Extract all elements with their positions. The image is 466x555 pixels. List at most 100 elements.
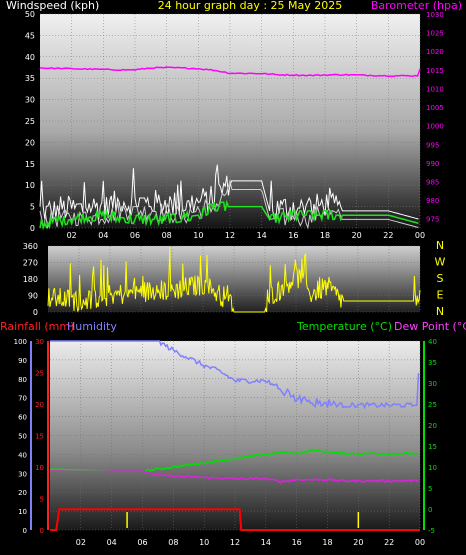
y-tick-label: 10	[25, 181, 35, 190]
humidity-tick-label: 50	[18, 433, 27, 441]
x-tick-label: 08	[168, 538, 178, 547]
temperature-tick-label: 30	[428, 380, 437, 388]
x-tick-label: 00	[415, 538, 425, 547]
humidity-tick-label: 100	[14, 338, 27, 346]
compass-label: N	[436, 305, 444, 318]
wind-direction-line	[47, 246, 421, 313]
wind-gust-line	[39, 164, 419, 220]
temperature-tick-label: -5	[428, 527, 435, 535]
rainfall-line	[50, 508, 420, 531]
wind-speed-line	[39, 178, 419, 230]
rainfall-tick-label: 0	[40, 527, 44, 535]
x-tick-label: 12	[230, 538, 240, 547]
barometer-tick-label: 1015	[426, 67, 444, 75]
humidity-tick-label: 60	[18, 414, 27, 422]
y-tick-label: 40	[25, 53, 35, 62]
barometer-label: Barometer (hpa)	[371, 0, 462, 12]
y-tick-label: 5	[30, 203, 35, 212]
rainfall-tick-label: 5	[40, 496, 44, 504]
barometer-tick-label: 1000	[426, 123, 444, 131]
windspeed-label: Windspeed (kph)	[6, 0, 99, 12]
direction-tick-label: 360	[23, 242, 38, 251]
x-tick-label: 22	[384, 538, 394, 547]
rainfall-tick-label: 10	[35, 464, 44, 472]
y-tick-label: 15	[25, 160, 35, 169]
x-tick-label: 16	[292, 538, 302, 547]
y-tick-label: 0	[30, 224, 35, 233]
rainfall-label: Rainfall (mm)	[0, 320, 74, 333]
direction-tick-label: 90	[28, 292, 38, 301]
dew-point-label: Dew Point (°C)	[394, 320, 466, 333]
barometer-tick-label: 995	[426, 141, 439, 149]
humidity-line	[50, 340, 420, 410]
barometer-line	[39, 66, 421, 78]
barometer-tick-label: 1005	[426, 104, 444, 112]
humidity-tick-label: 40	[18, 451, 27, 459]
barometer-tick-label: 1030	[426, 11, 444, 19]
x-tick-label: 20	[353, 538, 363, 547]
temperature-tick-label: 40	[428, 338, 437, 346]
y-tick-label: 45	[25, 31, 35, 40]
temperature-tick-label: 15	[428, 443, 437, 451]
y-tick-label: 50	[25, 10, 35, 19]
x-tick-label: 04	[98, 231, 108, 240]
temperature-tick-label: 5	[428, 485, 432, 493]
temperature-tick-label: 10	[428, 464, 437, 472]
temperature-tick-label: 20	[428, 422, 437, 430]
x-tick-label: 04	[107, 538, 117, 547]
barometer-tick-label: 1020	[426, 48, 444, 56]
rainfall-tick-label: 30	[35, 338, 44, 346]
temperature-tick-label: 0	[428, 506, 432, 514]
temp-plot-area	[50, 341, 420, 530]
humidity-tick-label: 90	[18, 357, 27, 365]
x-tick-label: 00	[415, 231, 425, 240]
graph-title: 24 hour graph day : 25 May 2025	[158, 0, 343, 12]
wind-average-line	[39, 199, 419, 231]
barometer-tick-label: 980	[426, 197, 439, 205]
x-tick-label: 06	[137, 538, 147, 547]
x-tick-label: 10	[199, 538, 209, 547]
direction-tick-label: 270	[23, 259, 38, 268]
compass-label: E	[437, 289, 444, 302]
compass-label: N	[436, 239, 444, 252]
y-tick-label: 20	[25, 138, 35, 147]
temperature-label: Temperature (°C)	[296, 320, 392, 333]
humidity-tick-label: 80	[18, 376, 27, 384]
humidity-tick-label: 0	[23, 527, 27, 535]
y-tick-label: 35	[25, 74, 35, 83]
y-tick-label: 25	[25, 117, 35, 126]
dew-point-line	[50, 470, 419, 484]
x-tick-label: 02	[67, 231, 77, 240]
x-tick-label: 10	[193, 231, 203, 240]
x-tick-label: 12	[225, 231, 235, 240]
x-tick-label: 06	[130, 231, 140, 240]
x-tick-label: 18	[320, 231, 330, 240]
barometer-tick-label: 990	[426, 160, 439, 168]
x-tick-label: 08	[162, 231, 172, 240]
x-tick-label: 18	[322, 538, 332, 547]
x-tick-label: 14	[257, 231, 267, 240]
x-tick-label: 16	[288, 231, 298, 240]
temperature-tick-label: 25	[428, 401, 437, 409]
x-tick-label: 20	[352, 231, 362, 240]
rainfall-tick-label: 15	[35, 433, 44, 441]
direction-tick-label: 0	[33, 308, 38, 317]
barometer-tick-label: 1025	[426, 30, 444, 38]
rainfall-tick-label: 25	[35, 370, 44, 378]
y-tick-label: 30	[25, 96, 35, 105]
rainfall-tick-label: 20	[35, 401, 44, 409]
humidity-label: Humidity	[67, 320, 117, 333]
x-tick-label: 02	[76, 538, 86, 547]
humidity-tick-label: 30	[18, 470, 27, 478]
temperature-tick-label: 35	[428, 359, 437, 367]
barometer-tick-label: 975	[426, 216, 439, 224]
humidity-tick-label: 20	[18, 489, 27, 497]
x-tick-label: 14	[261, 538, 271, 547]
compass-label: S	[437, 272, 444, 285]
barometer-tick-label: 1010	[426, 85, 444, 93]
barometer-tick-label: 985	[426, 178, 439, 186]
direction-tick-label: 180	[23, 275, 38, 284]
x-tick-label: 22	[383, 231, 393, 240]
humidity-tick-label: 10	[18, 508, 27, 516]
